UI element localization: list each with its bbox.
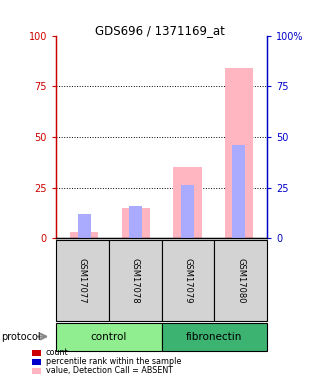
Text: protocol: protocol xyxy=(2,332,41,342)
Text: count: count xyxy=(46,348,68,357)
Bar xyxy=(129,206,142,238)
Text: GSM17080: GSM17080 xyxy=(236,258,245,303)
Text: GSM17077: GSM17077 xyxy=(78,258,87,303)
Text: control: control xyxy=(91,332,127,342)
Text: value, Detection Call = ABSENT: value, Detection Call = ABSENT xyxy=(46,366,173,375)
Bar xyxy=(122,208,150,238)
Text: GSM17079: GSM17079 xyxy=(183,258,193,303)
Text: GDS696 / 1371169_at: GDS696 / 1371169_at xyxy=(95,24,225,38)
Bar xyxy=(78,214,91,238)
Text: GSM17078: GSM17078 xyxy=(131,258,140,303)
Text: percentile rank within the sample: percentile rank within the sample xyxy=(46,357,181,366)
Bar xyxy=(232,145,245,238)
Bar xyxy=(70,232,99,238)
Bar xyxy=(225,68,253,238)
Text: fibronectin: fibronectin xyxy=(186,332,243,342)
Bar xyxy=(173,167,202,238)
Bar xyxy=(181,186,194,238)
